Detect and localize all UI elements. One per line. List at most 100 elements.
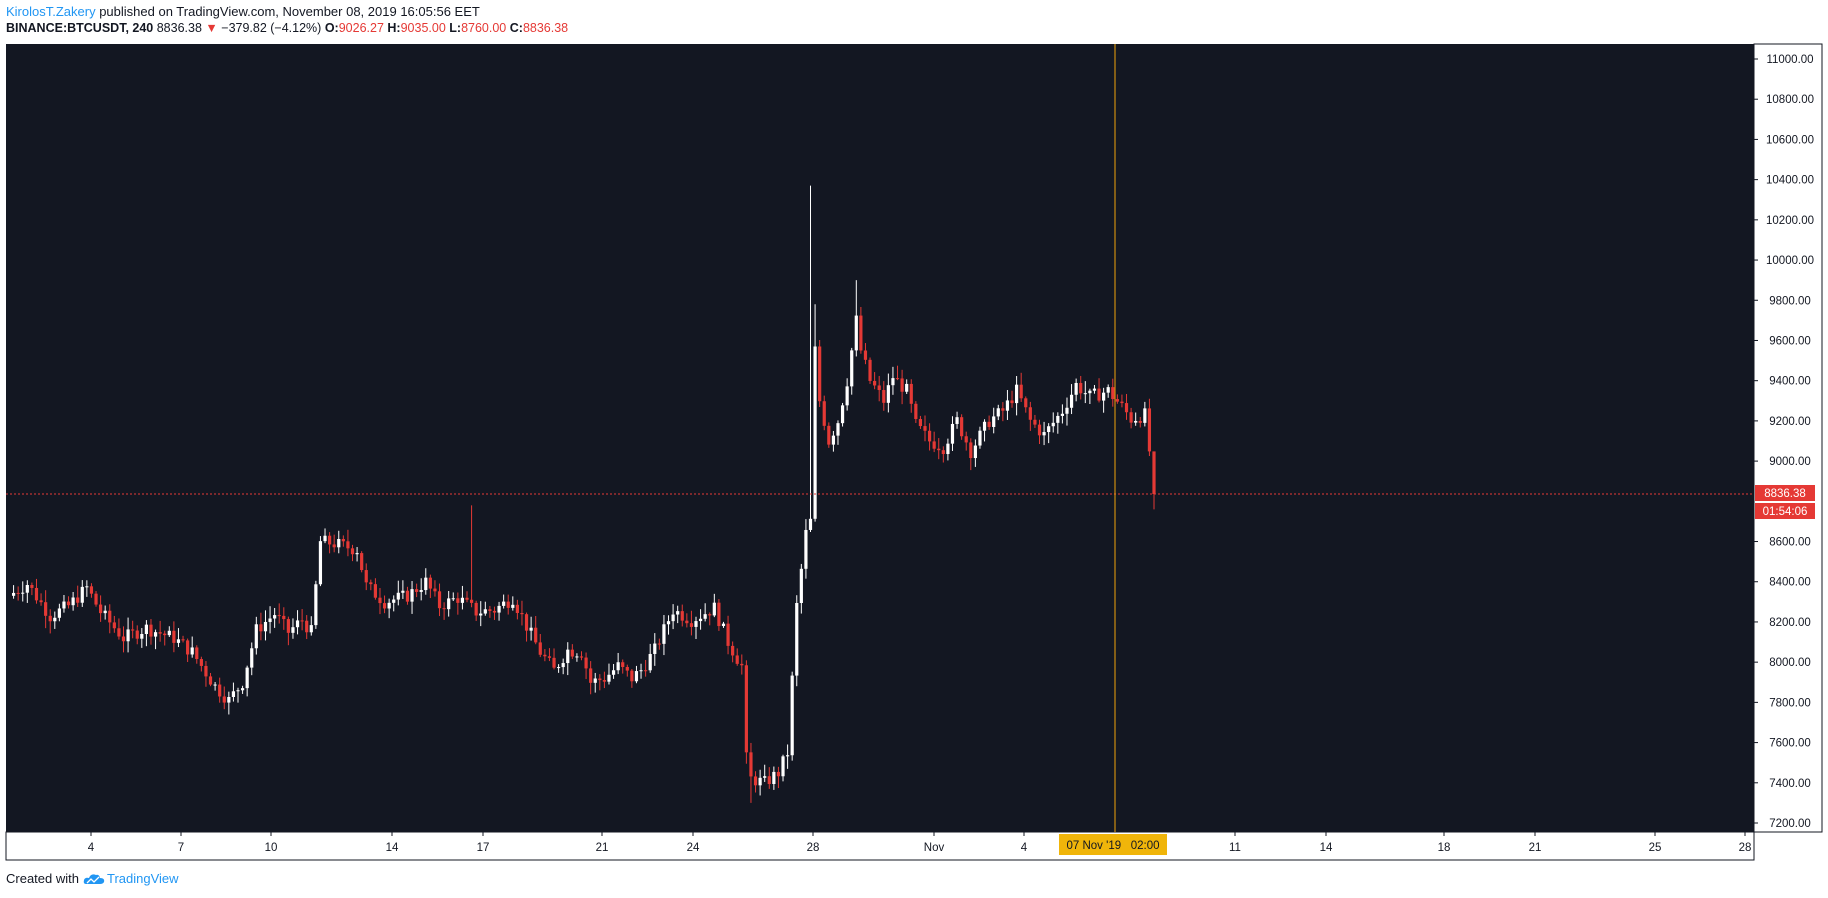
price-tick-label: 9400.00 — [1769, 376, 1811, 388]
candle-body — [1074, 382, 1078, 395]
candle-body — [927, 430, 932, 442]
candle-body — [57, 608, 61, 618]
candle-body — [11, 592, 16, 596]
time-tick-label: 28 — [1739, 842, 1752, 854]
candle-body — [561, 663, 565, 668]
candle-body — [753, 776, 758, 786]
price-tick-label: 8400.00 — [1769, 577, 1811, 589]
candle-body — [346, 541, 350, 549]
countdown-badge — [1755, 503, 1815, 519]
candle-body — [488, 609, 492, 611]
candle-body — [263, 621, 268, 632]
candle-body — [44, 602, 48, 616]
candle-body — [964, 436, 968, 443]
time-tick-label: 28 — [807, 842, 820, 854]
candle-body — [717, 602, 721, 627]
candle-body — [479, 613, 483, 616]
candle-body — [1106, 387, 1110, 393]
time-tick-label: 21 — [596, 842, 609, 854]
candle-body — [401, 590, 405, 593]
candle-body — [1079, 382, 1083, 394]
candle-body — [1102, 392, 1106, 401]
price-tick-label: 9000.00 — [1769, 456, 1811, 468]
time-axis[interactable] — [5, 831, 1755, 861]
candle-body — [502, 601, 506, 606]
price-axis[interactable] — [1753, 43, 1823, 833]
candle-body — [195, 647, 199, 660]
candle-body — [763, 776, 767, 778]
candle-body — [630, 670, 634, 682]
candle-body — [955, 417, 959, 424]
tradingview-link[interactable]: TradingView — [83, 871, 179, 886]
candle-body — [644, 670, 648, 672]
candle-body — [99, 604, 103, 614]
candle-body — [108, 610, 112, 623]
crosshair-date-label: 07 Nov '19 02:00 — [1067, 840, 1160, 852]
candle-body — [236, 690, 240, 692]
open-label: O: — [324, 21, 339, 35]
candle-body — [552, 657, 556, 668]
candle-body — [387, 602, 391, 609]
price-tick-label: 9600.00 — [1769, 335, 1811, 347]
candle-body — [415, 589, 419, 592]
candle-body — [593, 678, 597, 683]
candle-body — [987, 421, 991, 427]
candle-body — [882, 390, 886, 403]
time-tick-label: Nov — [924, 842, 945, 854]
candle-body — [16, 592, 20, 594]
candle-body — [905, 383, 909, 392]
time-tick-label: 7 — [178, 842, 184, 854]
candle-body — [76, 597, 80, 603]
price-tick-label: 9200.00 — [1769, 416, 1811, 428]
candle-body — [873, 380, 877, 386]
plot-area[interactable] — [6, 44, 1754, 832]
candle-body — [497, 605, 501, 613]
candle-body — [153, 632, 158, 637]
price-tick-label: 8000.00 — [1769, 657, 1811, 669]
candle-body — [524, 614, 529, 631]
candle-body — [465, 597, 469, 600]
candle-body — [218, 684, 222, 697]
candle-body — [456, 598, 460, 603]
candle-body — [149, 624, 153, 637]
candle-body — [419, 590, 423, 592]
candle-body — [48, 615, 52, 622]
candle-body — [566, 649, 570, 664]
candle-body — [744, 665, 748, 753]
candle-body — [245, 667, 249, 689]
candle-body — [703, 614, 707, 619]
candle-body — [1033, 419, 1037, 425]
author-link[interactable]: KirolosT.Zakery — [6, 4, 96, 19]
candle-body — [625, 666, 629, 671]
candle-body — [589, 668, 593, 683]
candle-body — [895, 378, 900, 380]
candle-body — [39, 600, 43, 603]
candle-body — [863, 350, 868, 360]
candle-body — [996, 408, 1000, 417]
candle-body — [318, 541, 323, 585]
candle-body — [103, 610, 107, 614]
candle-body — [25, 585, 29, 593]
price-tick-label: 9800.00 — [1769, 295, 1811, 307]
price-tick-label: 10400.00 — [1766, 175, 1814, 187]
candle-body — [845, 386, 849, 406]
candle-body — [831, 435, 835, 445]
candle-body — [273, 615, 277, 619]
candle-body — [469, 599, 474, 603]
candle-body — [314, 584, 318, 626]
candle-body — [648, 653, 652, 671]
candle-body — [172, 630, 176, 643]
price-tick-label: 10800.00 — [1766, 94, 1814, 106]
candle-body — [543, 654, 547, 657]
candle-body — [689, 623, 694, 627]
candle-body — [836, 423, 840, 436]
candle-body — [900, 378, 904, 392]
candle-body — [978, 430, 982, 446]
candle-body — [918, 419, 923, 427]
candle-body — [850, 350, 854, 387]
candle-body — [969, 442, 973, 459]
candle-body — [277, 615, 281, 617]
candle-body — [1019, 384, 1023, 399]
high-label: H: — [387, 21, 401, 35]
